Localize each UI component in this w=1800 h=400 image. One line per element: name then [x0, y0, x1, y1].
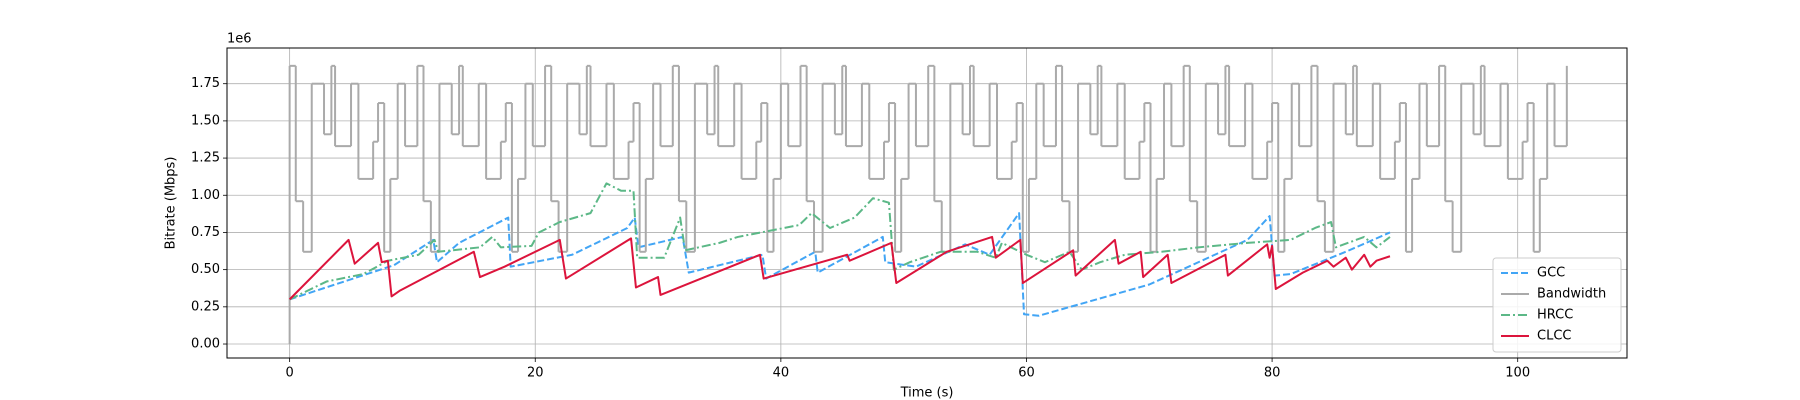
x-tick-label: 0: [285, 366, 293, 381]
y-axis-label: Bitrate (Mbps): [164, 157, 179, 250]
x-tick-label: 80: [1264, 366, 1281, 381]
y-tick-label: 1.75: [191, 76, 220, 91]
x-tick-label: 40: [773, 366, 790, 381]
plot-area: [288, 64, 1568, 345]
x-tick-label: 100: [1505, 366, 1530, 381]
y-tick-label: 1.25: [191, 151, 220, 166]
x-tick-label: 60: [1018, 366, 1035, 381]
x-axis-label: Time (s): [900, 386, 954, 400]
y-offset-label: 1e6: [227, 32, 252, 47]
legend-label: CLCC: [1537, 329, 1571, 344]
legend-label: GCC: [1537, 266, 1565, 281]
y-tick-label: 1.00: [191, 188, 220, 203]
legend-box: [1492, 257, 1622, 353]
series-line: [289, 212, 1391, 317]
axes-frame: [226, 47, 1628, 359]
series-line: [288, 235, 1391, 301]
legend-label: HRCC: [1537, 308, 1573, 323]
legend: GCC Bandwidth HRCC CLCC: [1492, 257, 1622, 353]
y-tick-label: 0.50: [191, 262, 220, 277]
y-tick-label: 0.00: [191, 337, 220, 352]
y-tick-label: 1.50: [191, 113, 220, 128]
y-tick-label: 0.25: [191, 299, 220, 314]
series-line: [289, 182, 1391, 301]
x-tick-label: 20: [527, 366, 544, 381]
y-tick-label: 0.75: [191, 225, 220, 240]
legend-label: Bandwidth: [1537, 287, 1606, 302]
step-line: [288, 64, 1568, 345]
